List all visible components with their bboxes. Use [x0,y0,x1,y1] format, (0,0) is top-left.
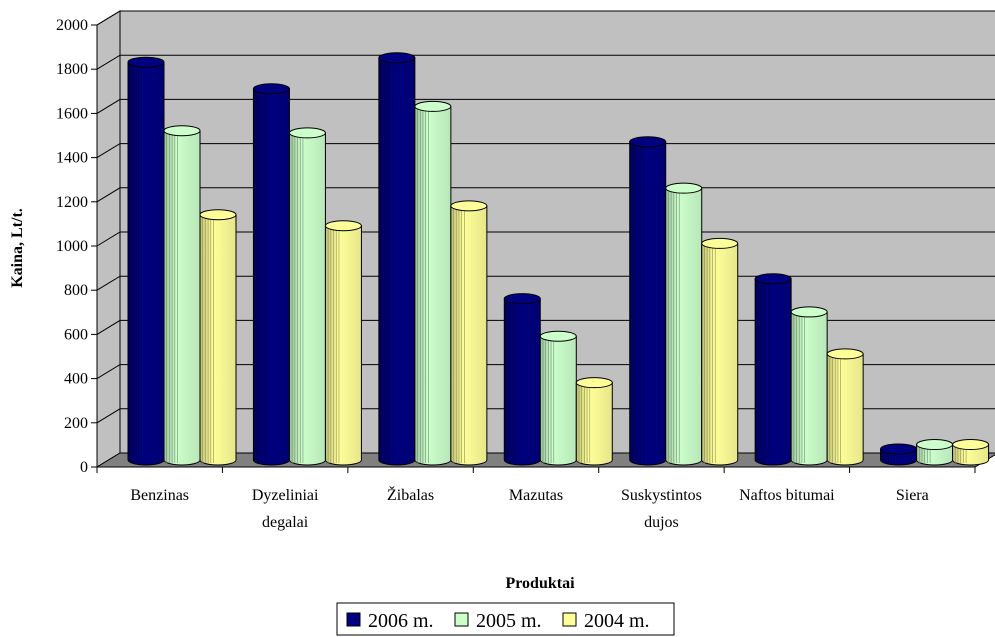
y-tick-label: 1200 [56,194,88,211]
y-tick-label: 400 [64,371,88,388]
y-tick-label: 600 [64,326,88,343]
bar-top [414,100,452,112]
x-category-label: Žibalas [387,485,434,504]
x-category-label: degalai [262,514,309,531]
bar [288,127,326,466]
bar [450,200,488,466]
y-tick-label: 1800 [56,61,88,78]
y-tick-label: 800 [64,282,88,299]
bar-top [127,56,165,68]
bar-body [952,444,990,466]
bar-top [503,293,541,305]
bar-body [450,205,488,466]
gridlines [96,10,995,424]
x-category-label: Suskystintos [621,487,702,504]
bar-top [199,209,237,221]
bar-top [826,348,864,360]
bar-body [199,214,237,466]
bar [378,52,416,466]
bar-body [826,353,864,466]
bar [539,330,577,466]
y-tick-label: 2000 [56,17,88,34]
x-axis-label: Produktai [505,575,575,592]
bar-body [701,242,739,466]
bar-top [288,127,326,139]
gridline [96,10,995,26]
gridline [96,98,995,114]
bar [790,306,828,466]
y-tick-label: 1400 [56,150,88,167]
bar [880,443,918,466]
bar [575,377,613,466]
gridline [96,187,995,203]
bar-top [790,306,828,318]
y-tick-labels: 0 200 400 600 800 1000 1200 1400 1600 1800 2000 [56,17,88,476]
legend-swatch [562,612,577,627]
gridline [96,231,995,247]
bar-top [665,182,703,194]
legend: 2006 m. 2005 m. 2004 m. [336,602,675,636]
bar-top [539,330,577,342]
y-tick-label: 1000 [56,238,88,255]
bar-top [378,52,416,64]
legend-item: 2006 m. [346,610,434,632]
x-category-label: Dyzeliniai [252,487,319,504]
y-tick-label: 200 [64,415,88,432]
bar-top [575,377,613,389]
bar-top [629,136,667,148]
y-tick-label: 0 [80,459,88,476]
bar [199,209,237,466]
bar-top [916,439,954,451]
bar-top [450,200,488,212]
gridline [96,54,995,70]
y-tick-label: 1600 [56,105,88,122]
bars [127,52,990,466]
bar [127,56,165,466]
bar-top [952,439,990,451]
bar-body [575,382,613,466]
bar [826,348,864,466]
legend-box [336,602,675,636]
legend-swatch [454,612,469,627]
x-category-label: Mazutas [509,487,563,504]
legend-item: 2005 m. [454,610,542,632]
bar-top [163,125,201,137]
gridline [96,143,995,159]
bar-top [754,273,792,285]
legend-label: 2005 m. [476,610,542,632]
bar [324,220,362,466]
bar-top [324,220,362,232]
legend-label: 2006 m. [368,610,434,632]
bar [252,83,290,466]
bar [916,439,954,466]
bar [163,125,201,466]
bar [665,182,703,466]
legend-swatch [346,612,361,627]
bar [754,273,792,466]
bar-top [252,83,290,95]
bar [952,439,990,466]
legend-label: 2004 m. [584,610,650,632]
x-category-labels: Benzinas Dyzeliniai degalai Žibalas Mazutas S… [130,485,928,531]
x-category-label: dujos [644,514,679,531]
legend-item: 2004 m. [562,610,650,632]
x-category-label: Siera [896,487,929,504]
x-category-label: Naftos bitumai [739,487,835,504]
bar [701,237,739,466]
bar [503,293,541,466]
bar [414,100,452,466]
axes [91,24,976,473]
y-axis-label: Kaina, Lt/t. [9,208,26,288]
bar-top [701,237,739,249]
bar-top [880,443,918,455]
x-category-label: Benzinas [130,487,189,504]
bar-body [324,225,362,466]
bar [629,136,667,466]
